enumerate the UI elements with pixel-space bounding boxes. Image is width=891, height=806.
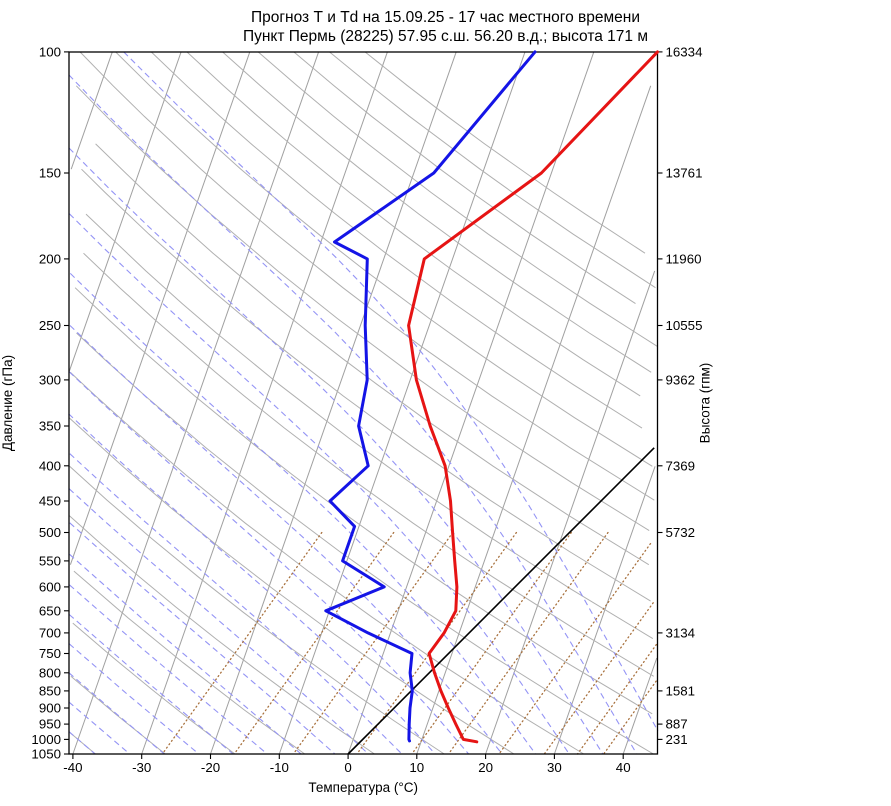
- svg-text:500: 500: [39, 525, 61, 540]
- svg-text:Температура (°C): Температура (°C): [308, 780, 418, 795]
- svg-text:300: 300: [39, 372, 61, 387]
- svg-text:30: 30: [547, 760, 562, 775]
- svg-text:3134: 3134: [666, 625, 696, 640]
- svg-text:10: 10: [409, 760, 424, 775]
- svg-text:-20: -20: [201, 760, 220, 775]
- svg-text:1581: 1581: [666, 683, 696, 698]
- svg-text:-10: -10: [270, 760, 289, 775]
- svg-text:1000: 1000: [31, 732, 61, 747]
- svg-text:550: 550: [39, 553, 61, 568]
- svg-text:9362: 9362: [666, 372, 696, 387]
- svg-text:250: 250: [39, 318, 61, 333]
- svg-text:40: 40: [616, 760, 631, 775]
- svg-text:887: 887: [666, 717, 688, 732]
- svg-text:700: 700: [39, 625, 61, 640]
- svg-text:10555: 10555: [666, 318, 703, 333]
- svg-text:950: 950: [39, 717, 61, 732]
- svg-text:Давление (гПа): Давление (гПа): [0, 355, 15, 451]
- svg-text:800: 800: [39, 665, 61, 680]
- svg-text:1050: 1050: [31, 747, 61, 762]
- svg-text:0: 0: [344, 760, 351, 775]
- svg-text:231: 231: [666, 732, 688, 747]
- svg-text:11960: 11960: [666, 251, 702, 266]
- svg-text:850: 850: [39, 683, 61, 698]
- svg-text:600: 600: [39, 579, 61, 594]
- svg-text:100: 100: [39, 44, 61, 59]
- svg-text:5732: 5732: [666, 525, 696, 540]
- svg-text:750: 750: [39, 646, 61, 661]
- svg-text:7369: 7369: [666, 458, 696, 473]
- svg-text:450: 450: [39, 494, 61, 509]
- svg-text:900: 900: [39, 701, 61, 716]
- svg-text:200: 200: [39, 251, 61, 266]
- svg-text:13761: 13761: [666, 166, 703, 181]
- svg-text:16334: 16334: [666, 44, 703, 59]
- svg-text:400: 400: [39, 458, 61, 473]
- svg-text:350: 350: [39, 419, 61, 434]
- svg-text:-30: -30: [132, 760, 151, 775]
- svg-text:650: 650: [39, 603, 61, 618]
- svg-text:Высота (гпм): Высота (гпм): [698, 363, 713, 444]
- svg-text:20: 20: [478, 760, 493, 775]
- svg-text:-40: -40: [63, 760, 82, 775]
- svg-text:150: 150: [39, 166, 61, 181]
